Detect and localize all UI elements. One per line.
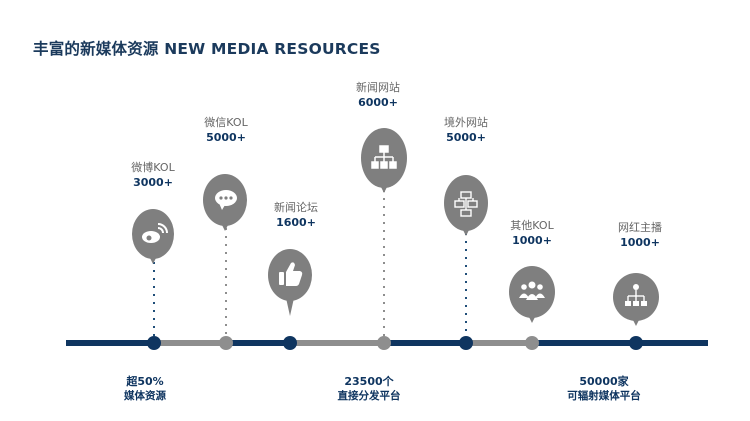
resource-count: 1000+ xyxy=(620,236,660,249)
resource-label-forum: 新闻论坛 1600+ xyxy=(246,200,346,230)
page-title: 丰富的新媒体资源 NEW MEDIA RESOURCES xyxy=(33,40,381,58)
node-overseas xyxy=(459,336,473,350)
stat-reach-platforms: 50000家 可辐射媒体平台 xyxy=(534,374,674,404)
timeline-nodes xyxy=(147,336,643,350)
stat-direct-platforms: 23500个 直接分发平台 xyxy=(299,374,439,404)
overseas-pin xyxy=(444,175,488,236)
sitemap-icon xyxy=(371,145,397,169)
node-other-kol xyxy=(525,336,539,350)
weibo-icon xyxy=(142,223,168,243)
resource-name: 其他KOL xyxy=(510,219,554,232)
resource-count: 3000+ xyxy=(133,176,173,189)
connectors xyxy=(153,190,467,336)
resource-count: 5000+ xyxy=(446,131,486,144)
forum-pin xyxy=(268,249,312,316)
resource-label-weibo: 微博KOL 3000+ xyxy=(103,160,203,190)
stat-value: 50000家 xyxy=(579,375,629,388)
resource-name: 境外网站 xyxy=(444,116,488,129)
hierarchy-icon xyxy=(625,284,647,306)
resource-name: 网红主播 xyxy=(618,221,662,234)
stat-caption: 直接分发平台 xyxy=(337,390,401,402)
stat-media-share: 超50% 媒体资源 xyxy=(75,374,215,404)
resource-label-wechat: 微信KOL 5000+ xyxy=(176,115,276,145)
node-wechat xyxy=(219,336,233,350)
resource-name: 新闻论坛 xyxy=(274,201,318,214)
node-weibo xyxy=(147,336,161,350)
stat-value: 超50% xyxy=(126,375,164,388)
other-kol-pin xyxy=(509,266,555,323)
stat-value: 23500个 xyxy=(344,375,394,388)
node-streamer xyxy=(629,336,643,350)
resource-count: 1000+ xyxy=(512,234,552,247)
resource-name: 微信KOL xyxy=(204,116,248,129)
wechat-pin xyxy=(203,174,247,231)
group-icon xyxy=(519,281,545,300)
thumbs-up-icon xyxy=(279,262,303,286)
node-news-site xyxy=(377,336,391,350)
resource-name: 新闻网站 xyxy=(356,81,400,94)
resource-label-streamer: 网红主播 1000+ xyxy=(590,220,690,250)
streamer-pin xyxy=(613,273,659,326)
resource-label-overseas: 境外网站 5000+ xyxy=(416,115,516,145)
resource-count: 1600+ xyxy=(276,216,316,229)
stat-caption: 媒体资源 xyxy=(124,390,166,402)
network-icon xyxy=(454,191,478,217)
resource-count: 6000+ xyxy=(358,96,398,109)
node-forum xyxy=(283,336,297,350)
resource-name: 微博KOL xyxy=(131,161,175,174)
stat-caption: 可辐射媒体平台 xyxy=(567,390,641,402)
resource-label-news-site: 新闻网站 6000+ xyxy=(328,80,428,110)
news-site-pin xyxy=(361,128,407,193)
wechat-chat-icon xyxy=(215,190,237,210)
resource-count: 5000+ xyxy=(206,131,246,144)
resource-label-other-kol: 其他KOL 1000+ xyxy=(482,218,582,248)
weibo-pin xyxy=(132,209,174,264)
